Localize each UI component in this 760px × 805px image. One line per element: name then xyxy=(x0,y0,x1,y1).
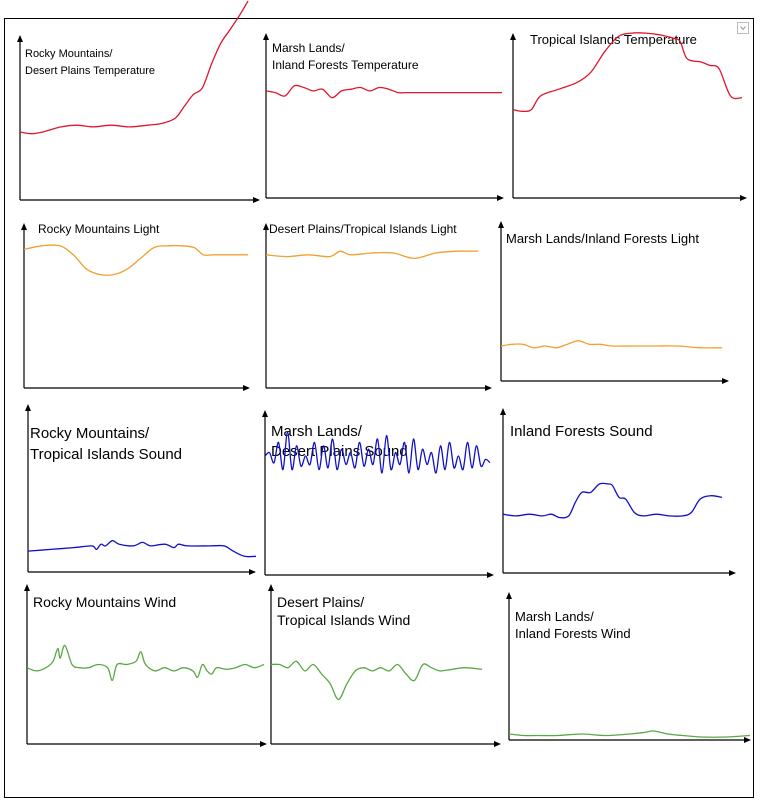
dropdown-arrow-icon[interactable] xyxy=(737,22,749,34)
chart-panel-8: Marsh Lands/Desert Plains Sound xyxy=(262,410,494,578)
chart-title-line: Rocky Mountains/ xyxy=(30,425,150,442)
chart-panel-10: Rocky Mountains Wind xyxy=(24,584,267,747)
chart-title-line: Rocky Mountains Light xyxy=(38,222,160,236)
chart-panel-1: Rocky Mountains/Desert Plains Temperatur… xyxy=(17,0,260,203)
y-axis-arrow xyxy=(263,223,269,230)
series-line xyxy=(265,250,479,260)
series-line xyxy=(27,540,257,558)
series-line xyxy=(508,730,751,738)
x-axis-arrow xyxy=(243,385,250,391)
series-line xyxy=(265,84,502,99)
y-axis-arrow xyxy=(506,592,512,599)
x-axis-arrow xyxy=(494,741,501,747)
chart-title-line: Tropical Islands Temperature xyxy=(530,32,697,47)
chart-panel-3: Tropical Islands Temperature xyxy=(510,32,747,201)
y-axis-arrow xyxy=(24,584,30,591)
series-line xyxy=(502,482,723,519)
chart-title-line: Desert Plains/Tropical Islands Light xyxy=(269,222,457,236)
x-axis-arrow xyxy=(722,378,729,384)
chart-panel-11: Desert Plains/Tropical Islands Wind xyxy=(268,584,501,747)
x-axis-arrow xyxy=(744,737,751,743)
chart-title-line: Marsh Lands/Inland Forests Light xyxy=(506,231,699,246)
chart-panel-6: Marsh Lands/Inland Forests Light xyxy=(498,221,729,384)
chart-panel-7: Rocky Mountains/Tropical Islands Sound xyxy=(25,404,257,575)
chart-title-line: Marsh Lands/ xyxy=(515,609,594,624)
y-axis-arrow xyxy=(25,404,31,411)
x-axis-arrow xyxy=(729,570,736,576)
chart-title-line: Tropical Islands Sound xyxy=(30,446,182,463)
y-axis-arrow xyxy=(498,221,504,228)
chart-title-line: Marsh Lands/ xyxy=(272,41,345,55)
y-axis-arrow xyxy=(263,33,269,40)
chart-title-line: Tropical Islands Wind xyxy=(277,612,410,628)
series-line xyxy=(26,644,265,682)
chart-title-line: Inland Forests Wind xyxy=(515,626,631,641)
x-axis-arrow xyxy=(487,572,494,578)
chart-panel-2: Marsh Lands/Inland Forests Temperature xyxy=(263,33,504,201)
chart-panel-4: Rocky Mountains Light xyxy=(21,222,250,391)
chart-title-line: Inland Forests Temperature xyxy=(272,58,419,72)
x-axis-arrow xyxy=(253,197,260,203)
chart-panel-9: Inland Forests Sound xyxy=(500,408,736,576)
series-line xyxy=(270,660,483,701)
chart-title-line: Rocky Mountains/ xyxy=(25,48,113,60)
series-line xyxy=(512,32,743,113)
y-axis-arrow xyxy=(262,410,268,417)
series-line xyxy=(23,244,249,276)
chart-title-line: Desert Plains/ xyxy=(277,594,364,610)
chart-title-line: Rocky Mountains Wind xyxy=(33,594,176,610)
y-axis-arrow xyxy=(21,223,27,230)
series-line xyxy=(500,340,723,349)
x-axis-arrow xyxy=(249,569,256,575)
x-axis-arrow xyxy=(485,385,492,391)
y-axis-arrow xyxy=(17,35,23,42)
chart-title-line: Marsh Lands/ xyxy=(271,423,363,440)
chart-panel-12: Marsh Lands/Inland Forests Wind xyxy=(506,592,751,743)
series-line xyxy=(19,0,249,135)
x-axis-arrow xyxy=(497,195,504,201)
chart-panel-5: Desert Plains/Tropical Islands Light xyxy=(263,222,492,391)
series-line xyxy=(264,431,491,474)
y-axis-arrow xyxy=(500,408,506,415)
chart-title-line: Desert Plains Temperature xyxy=(25,65,155,77)
x-axis-arrow xyxy=(260,741,267,747)
chart-title-line: Inland Forests Sound xyxy=(510,423,653,440)
y-axis-arrow xyxy=(510,33,516,40)
x-axis-arrow xyxy=(740,195,747,201)
figure-frame xyxy=(4,18,754,798)
y-axis-arrow xyxy=(268,584,274,591)
